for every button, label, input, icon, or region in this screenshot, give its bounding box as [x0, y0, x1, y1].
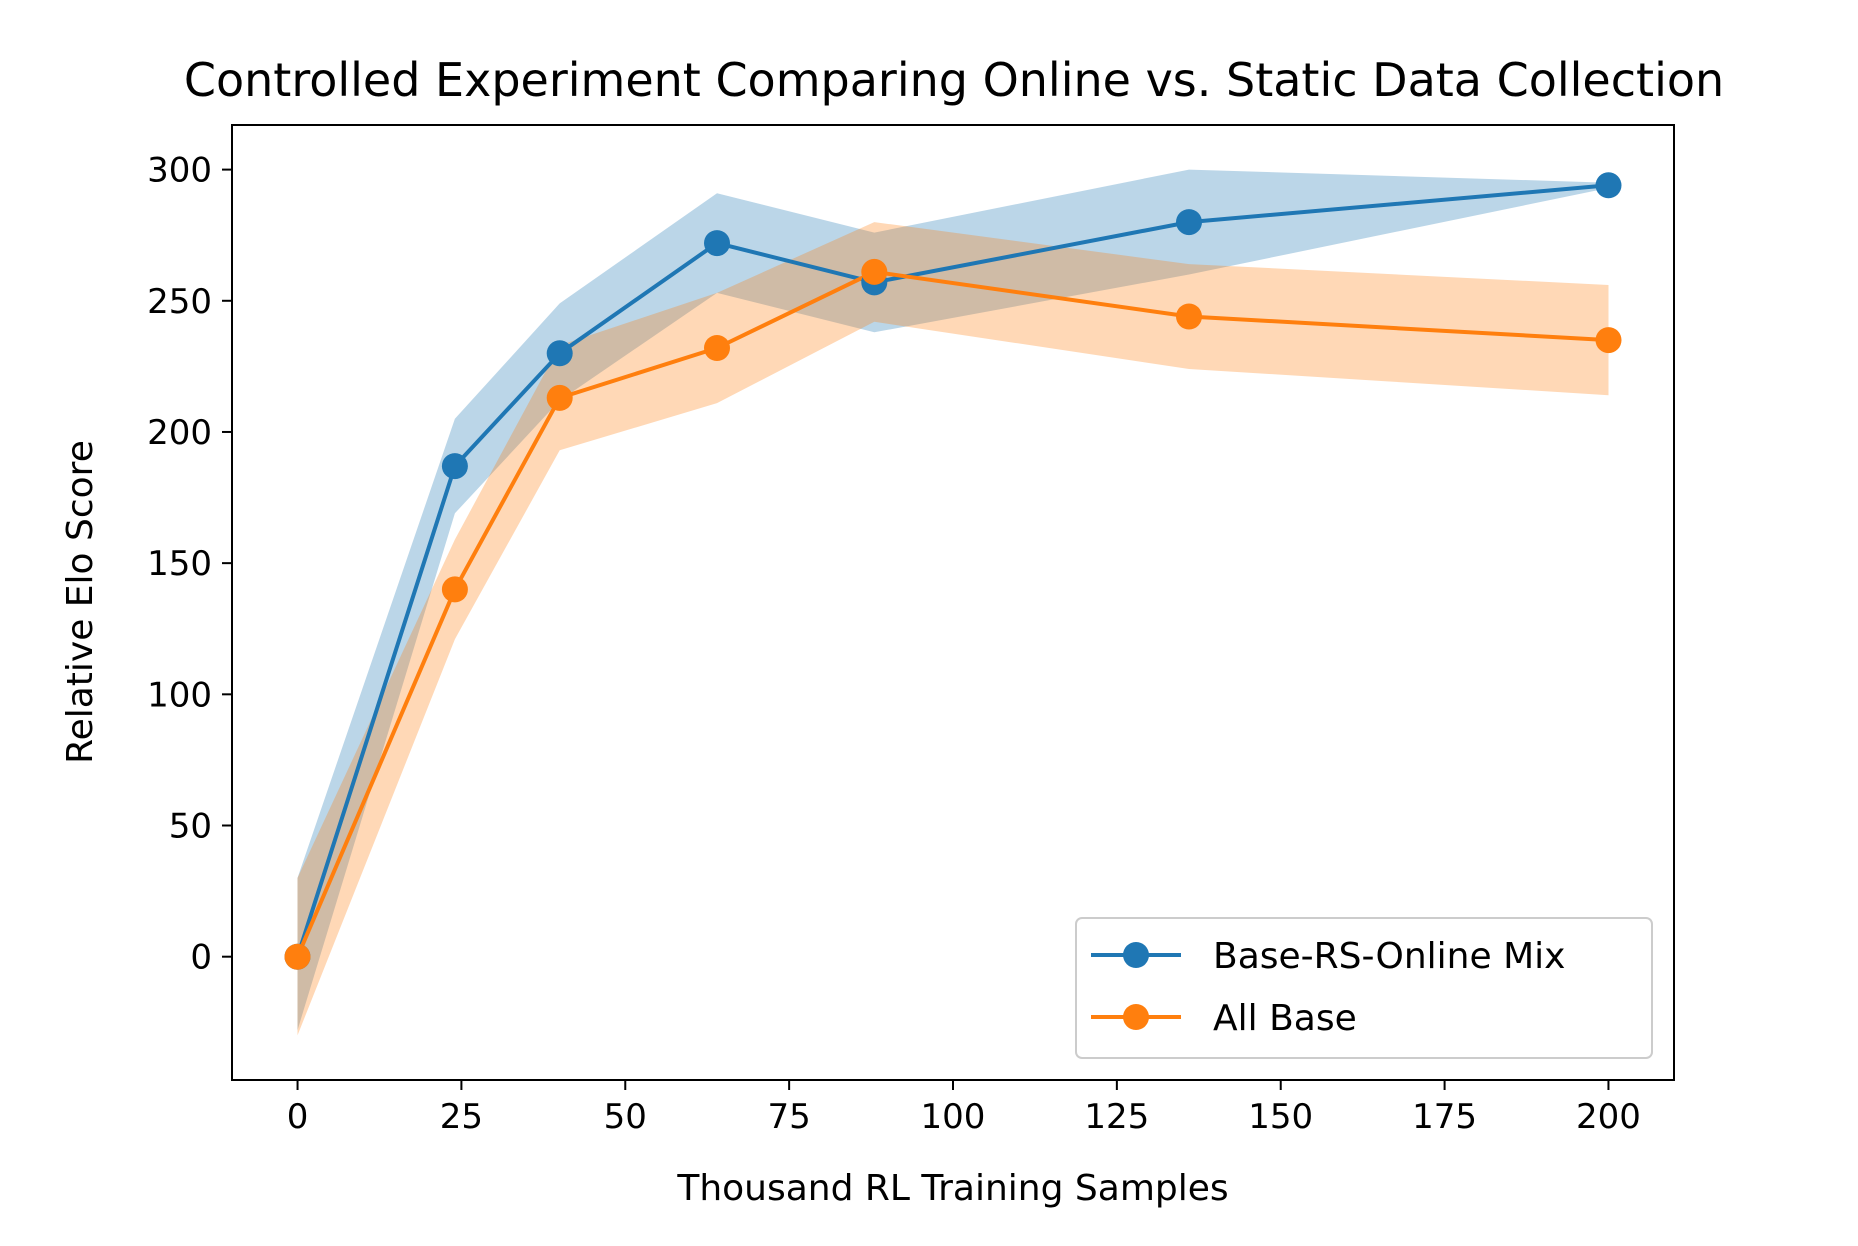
data-point: [1176, 209, 1202, 236]
data-point: [1176, 303, 1202, 330]
y-axis-title: Relative Elo Score: [60, 440, 101, 764]
y-tick-label: 0: [190, 938, 212, 978]
x-tick-label: 150: [1248, 1097, 1313, 1137]
x-tick-label: 75: [768, 1097, 811, 1137]
legend-frame: [1075, 917, 1653, 1059]
data-point: [1595, 172, 1622, 199]
data-point: [704, 230, 730, 257]
y-tick-label: 250: [147, 282, 212, 322]
y-axis-ticks: 0 50 100 150 200 250 300: [147, 151, 232, 978]
x-tick-label: 50: [604, 1097, 647, 1137]
x-tick-label: 25: [440, 1097, 483, 1137]
data-point: [861, 258, 888, 285]
data-point: [441, 453, 468, 480]
x-tick-label: 0: [287, 1097, 309, 1137]
confidence-bands: [297, 169, 1609, 1036]
confidence-band-1: [297, 222, 1609, 1036]
y-tick-label: 300: [147, 151, 212, 191]
legend: Base-RS-Online Mix All Base: [1075, 917, 1653, 1059]
data-point: [546, 340, 573, 367]
series-markers: [284, 172, 1622, 970]
y-tick-label: 150: [147, 544, 212, 584]
legend-label-1: All Base: [1213, 998, 1357, 1039]
x-axis-title: Thousand RL Training Samples: [676, 1168, 1228, 1209]
x-axis-ticks: 0 25 50 75 100 125 150 175 200: [287, 1080, 1641, 1137]
x-tick-label: 125: [1084, 1097, 1149, 1137]
y-tick-label: 50: [169, 807, 212, 847]
y-tick-label: 100: [147, 675, 212, 715]
data-point: [704, 335, 730, 361]
y-tick-label: 200: [147, 413, 212, 453]
data-point: [546, 384, 573, 411]
data-point: [284, 943, 311, 970]
x-tick-label: 200: [1576, 1097, 1641, 1137]
data-point: [1595, 327, 1622, 354]
chart-title: Controlled Experiment Comparing Online v…: [184, 53, 1724, 107]
legend-marker-0: [1123, 942, 1149, 968]
legend-marker-1: [1123, 1004, 1149, 1030]
data-point: [441, 576, 468, 603]
x-tick-label: 100: [921, 1097, 986, 1137]
legend-label-0: Base-RS-Online Mix: [1213, 936, 1565, 977]
x-tick-label: 175: [1412, 1097, 1477, 1137]
